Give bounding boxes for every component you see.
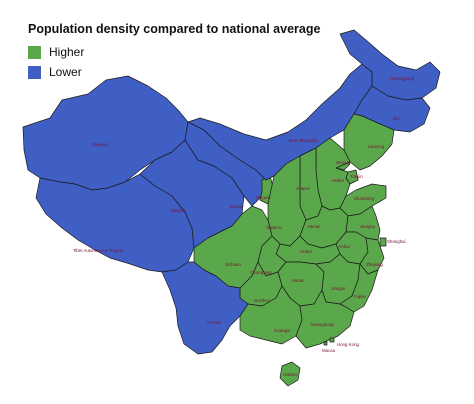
region-shapes	[22, 29, 441, 387]
region-label-yunnan: Yunnan	[207, 320, 222, 325]
legend: Higher Lower	[28, 44, 84, 84]
region-label-gansu: Gansu	[230, 204, 243, 209]
region-hong-kong	[329, 337, 335, 343]
region-label-hainan: Hainan	[283, 372, 297, 377]
region-heilongjiang	[339, 29, 441, 101]
region-label-anhui: Anhui	[338, 244, 349, 249]
region-label-hebei: Hebei	[332, 178, 343, 183]
region-liaoning	[343, 113, 395, 171]
region-hainan	[279, 361, 301, 387]
region-labels: Xinjiang Tibet Autonomous Region Qinghai Ga…	[73, 76, 415, 377]
legend-swatch-lower	[28, 65, 41, 79]
region-label-shaanxi: Shaanxi	[266, 225, 282, 230]
region-label-guangxi: Guangxi	[274, 328, 290, 333]
region-label-shanghai: Shanghai	[387, 239, 406, 244]
region-label-shandong: Shandong	[354, 196, 375, 201]
legend-item-higher: Higher	[28, 44, 84, 60]
region-label-liaoning: Liaoning	[368, 144, 385, 149]
region-label-fujian: Fujian	[354, 294, 367, 299]
region-shanghai	[379, 237, 387, 247]
region-label-macau: Macau	[322, 348, 336, 353]
region-guangdong	[295, 289, 355, 349]
legend-swatch-higher	[28, 45, 41, 59]
legend-label-lower: Lower	[49, 65, 82, 79]
region-label-jiangsu: Jiangsu	[360, 224, 376, 229]
region-label-jilin: Jilin	[392, 116, 400, 121]
region-label-beijing: Beijing	[336, 160, 350, 165]
legend-label-higher: Higher	[49, 45, 85, 59]
region-label-ningxia: Ningxia	[256, 195, 271, 200]
region-label-inner-mongolia: Inner Mongolia	[288, 138, 318, 143]
region-label-hong-kong: Hong Kong	[337, 342, 360, 347]
region-label-tianjin: Tianjin	[350, 174, 363, 179]
legend-item-lower: Lower	[28, 64, 84, 80]
region-label-chongqing: Chongqing	[250, 270, 272, 275]
region-label-zhejiang: Zhejiang	[366, 262, 383, 267]
region-label-guizhou: Guizhou	[254, 298, 271, 303]
region-label-shanxi: Shanxi	[296, 186, 309, 191]
region-label-sichuan: Sichuan	[225, 262, 241, 267]
region-label-hubei: Hubei	[300, 249, 311, 254]
region-label-hunan: Hunan	[292, 278, 305, 283]
region-label-qinghai: Qinghai	[170, 208, 185, 213]
region-label-xinjiang: Xinjiang	[92, 142, 108, 147]
region-label-henan: Henan	[308, 224, 321, 229]
region-macau	[323, 341, 328, 346]
map-title: Population density compared to national …	[28, 22, 321, 36]
region-label-jiangxi: Jiangxi	[331, 286, 345, 291]
region-label-heilongjiang: Heilongjiang	[390, 76, 415, 81]
region-label-guangdong: Guangdong	[311, 322, 335, 327]
region-label-tibet-autonomous-region: Tibet Autonomous Region	[73, 248, 124, 253]
region-tibet-autonomous-region	[35, 173, 195, 273]
